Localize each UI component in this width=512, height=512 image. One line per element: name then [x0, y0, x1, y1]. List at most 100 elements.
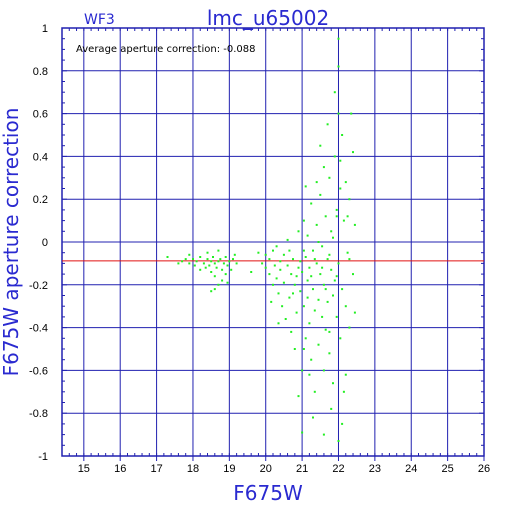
y-tick-label: -1 [38, 451, 48, 463]
data-point [313, 309, 316, 312]
data-point [332, 294, 334, 297]
data-point [321, 266, 324, 269]
data-point [177, 262, 180, 265]
x-tick-label: 16 [114, 463, 126, 475]
data-point [337, 262, 340, 265]
data-point [353, 311, 356, 314]
data-point [304, 337, 307, 340]
data-point [199, 256, 202, 258]
data-point [328, 352, 331, 355]
data-point [342, 219, 345, 222]
data-point [206, 258, 209, 261]
data-point [270, 300, 273, 303]
y-tick-label: 0.6 [33, 109, 48, 121]
data-point [337, 37, 340, 40]
data-point [281, 305, 284, 308]
data-point [221, 279, 224, 282]
data-point [221, 268, 224, 271]
data-point [348, 198, 351, 201]
data-point [317, 343, 320, 346]
data-point [217, 249, 220, 252]
y-tick-label: -0.8 [29, 408, 48, 420]
data-point [302, 219, 305, 222]
data-point [313, 390, 316, 393]
data-point [264, 266, 267, 269]
data-point [310, 202, 313, 205]
data-point [219, 258, 222, 261]
data-point [212, 256, 214, 258]
data-point [264, 253, 267, 256]
data-point [350, 112, 353, 115]
data-point [335, 315, 338, 318]
data-point [279, 268, 282, 271]
x-tick-label: 21 [296, 463, 308, 475]
data-point [319, 193, 322, 196]
x-tick-label: 26 [478, 463, 490, 475]
data-point [204, 266, 207, 269]
data-point [306, 234, 309, 237]
data-point [228, 260, 231, 263]
y-tick-label: -0.4 [29, 323, 48, 335]
data-point [315, 262, 318, 265]
data-point [332, 382, 334, 385]
data-point [326, 123, 329, 126]
data-point [328, 176, 331, 179]
data-point [344, 373, 347, 376]
data-point [282, 253, 285, 256]
data-point [199, 268, 202, 271]
data-point [250, 271, 253, 273]
data-point [302, 305, 305, 308]
data-point [181, 260, 184, 263]
data-point [275, 277, 278, 280]
data-point [339, 159, 342, 162]
data-point [324, 328, 327, 331]
data-point [235, 262, 238, 265]
data-point [188, 253, 191, 256]
data-point [332, 236, 334, 239]
data-point [210, 290, 213, 293]
data-point [293, 283, 296, 286]
data-point [224, 273, 227, 276]
y-tick-label: -0.2 [29, 280, 48, 292]
data-point [304, 185, 307, 188]
data-point [273, 264, 276, 267]
data-point [341, 134, 344, 136]
data-point [341, 422, 344, 425]
data-point [193, 264, 196, 267]
data-point [344, 305, 347, 308]
data-point [322, 283, 325, 286]
y-tick-label: 0 [42, 237, 48, 249]
data-point [317, 298, 320, 301]
data-point [312, 416, 314, 419]
data-point [302, 348, 305, 350]
data-point [279, 260, 282, 263]
data-point [337, 65, 340, 68]
data-point [213, 262, 216, 265]
data-point [324, 215, 327, 218]
x-tick-label: 15 [78, 463, 90, 475]
data-point [326, 258, 329, 261]
y-tick-label: 0.8 [33, 66, 48, 78]
data-point [286, 238, 289, 241]
x-tick-label: 17 [150, 463, 162, 475]
data-point [233, 253, 236, 256]
data-point [341, 288, 344, 291]
data-point [272, 283, 274, 286]
data-point [315, 223, 318, 226]
data-point [192, 258, 194, 261]
data-point [333, 91, 336, 94]
data-point [337, 112, 340, 115]
data-point [302, 249, 305, 252]
data-points [166, 37, 356, 442]
data-point [321, 245, 324, 248]
data-point [288, 296, 291, 299]
data-point [308, 373, 311, 376]
data-point [330, 407, 333, 410]
data-point [217, 260, 220, 263]
data-point [348, 326, 351, 329]
data-point [277, 292, 280, 295]
data-point [213, 288, 216, 291]
data-point [348, 258, 351, 261]
y-tick-label: 0.4 [33, 151, 48, 163]
